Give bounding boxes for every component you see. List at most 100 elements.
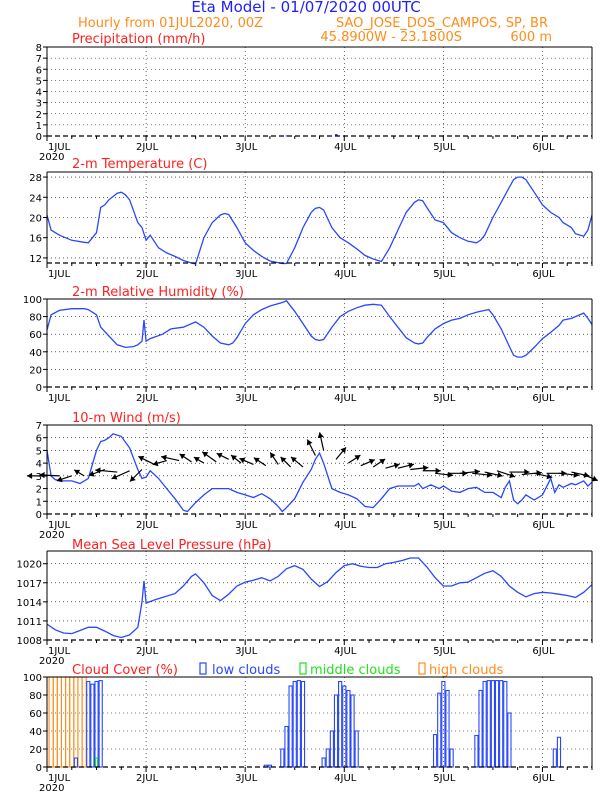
precip-ytick-label: 1 (36, 121, 42, 132)
wind-barb-head (340, 447, 347, 454)
wind-xtick-label: 6JUL (532, 520, 555, 531)
mslp-ytick-label: 1008 (17, 636, 42, 647)
rh-series-line (46, 300, 593, 358)
wind-barb-head (179, 453, 186, 460)
wind-barb-head (129, 475, 136, 482)
legend-high-label: high clouds (429, 663, 504, 678)
cloud-low-bar (432, 734, 438, 768)
mslp-xtick-label: 3JUL (235, 646, 258, 657)
mslp-xtick-label: 6JUL (532, 646, 555, 657)
wind-barb-head (422, 465, 429, 472)
mslp-ytick-label: 1011 (17, 617, 42, 628)
rh-panel: 0 20 40 60 80 100 1JUL 2JUL 3JUL 4JUL 5JUL 6JUL (23, 295, 593, 404)
wind-barb-head (95, 467, 101, 474)
wind-barb-head (202, 451, 209, 458)
temp-title: 2-m Temperature (C) (72, 157, 207, 172)
mslp-xtick-label: 2JUL (136, 646, 159, 657)
wind-barb-head (88, 470, 95, 477)
cloud-low-bar (325, 748, 330, 768)
legend-mid-label: middle clouds (310, 663, 401, 678)
mslp-xtick-label: 4JUL (334, 646, 357, 657)
cloud-low-bar (494, 680, 500, 768)
precip-bar (285, 135, 288, 137)
wind-barb-head (138, 455, 145, 462)
wind-barb-head (546, 473, 553, 480)
wind-barb-head (497, 471, 503, 478)
wind-barb-head (39, 472, 45, 479)
wind-barb-head (524, 468, 530, 476)
precip-ytick-label: 6 (36, 65, 42, 76)
temp-ytick-label: 12 (29, 254, 42, 265)
cloud-low-bar (288, 685, 293, 768)
precip-ytick-label: 8 (36, 43, 42, 54)
precip-ytick-label: 7 (36, 54, 42, 65)
station-coords: 45.8900W - 23.1800S (320, 30, 462, 45)
rh-xtick-label: 6JUL (532, 393, 555, 404)
cloud-high-bar (56, 676, 63, 768)
legend-low-label: low clouds (212, 663, 281, 678)
wind-ytick-label: 6 (36, 434, 42, 445)
precip-xtick-label: 5JUL (433, 142, 456, 153)
cloud-xtick-label: 6JUL (532, 773, 555, 784)
wind-barb-head (435, 467, 441, 474)
precip-xtick-label: 2JUL (136, 142, 159, 153)
cloud-low-bar (292, 680, 297, 768)
cloud-xtick-label: 4JUL (334, 773, 357, 784)
precip-xtick-label: 4JUL (334, 142, 357, 153)
cloud-high-bar (60, 676, 67, 768)
wind-barb-head (111, 473, 118, 480)
cloud-high-bar (77, 676, 83, 768)
cloud-high-bar (65, 676, 71, 768)
cloud-panel: 0 20 40 60 80 100 1JUL2020 2JUL 3JUL 4JUL 5JUL 6JUL (23, 673, 593, 792)
cloud-high-bar (73, 676, 79, 768)
cloud-low-bar (507, 712, 512, 768)
rh-xtick-label: 2JUL (136, 393, 159, 404)
wind-barb-head (368, 458, 375, 465)
temp-xtick-label: 5JUL (433, 269, 456, 280)
wind-barb-head (591, 475, 598, 482)
cloud-low-bar (300, 680, 306, 768)
wind-barb-head (27, 472, 33, 479)
rh-ytick-label: 60 (29, 330, 42, 341)
precip-ytick-label: 4 (36, 88, 42, 99)
cloud-low-bar (296, 680, 301, 768)
precip-xtick-label: 1JUL (48, 142, 71, 153)
wind-barb-head (447, 471, 454, 478)
cloud-ytick-label: 100 (23, 673, 42, 684)
rh-ytick-label: 0 (36, 383, 42, 394)
temp-xtick-label: 4JUL (334, 269, 357, 280)
cloud-low-bar (86, 680, 91, 768)
cloud-low-bar (354, 730, 359, 768)
temp-panel: 12 16 20 24 28 1JUL 2JUL 3JUL 4JUL 5JUL 6JUL (29, 171, 593, 280)
temp-xtick-label: 6JUL (532, 269, 555, 280)
cloud-low-bar (98, 680, 103, 768)
precip-ytick-label: 3 (36, 99, 42, 110)
mslp-ytick-label: 1014 (17, 598, 42, 609)
wind-barb-head (393, 462, 400, 469)
wind-barb-head (152, 460, 159, 467)
cloud-low-bar (342, 685, 347, 768)
cloud-low-bar (338, 680, 343, 768)
cloud-low-bar (478, 689, 483, 768)
chart-subtitle: Hourly from 01JUL2020, 00Z (78, 16, 263, 31)
rh-title: 2-m Relative Humidity (%) (72, 285, 244, 300)
wind-xtick-label: 1JUL (48, 520, 71, 531)
cloud-low-bar (350, 694, 355, 768)
wind-xtick-label: 2JUL (136, 520, 159, 531)
cloud-ytick-label: 80 (29, 691, 42, 702)
cloud-low-bar (267, 764, 273, 768)
station-elevation: 600 m (510, 30, 552, 45)
legend-high-swatch (418, 662, 426, 675)
cloud-ytick-label: 0 (36, 763, 42, 774)
wind-ytick-label: 7 (36, 421, 42, 432)
precip-xtick-label: 6JUL (532, 142, 555, 153)
cloud-high-bar (69, 676, 75, 768)
mslp-panel: 1008 1011 1014 1017 1020 1JUL2020 2JUL 3JUL 4JUL… (17, 550, 593, 667)
temp-xtick-label: 1JUL (48, 269, 71, 280)
cloud-low-bar (346, 689, 351, 768)
cloud-low-bar (73, 757, 79, 768)
mslp-ytick-label: 1017 (17, 579, 42, 590)
wind-ytick-label: 5 (36, 446, 42, 457)
